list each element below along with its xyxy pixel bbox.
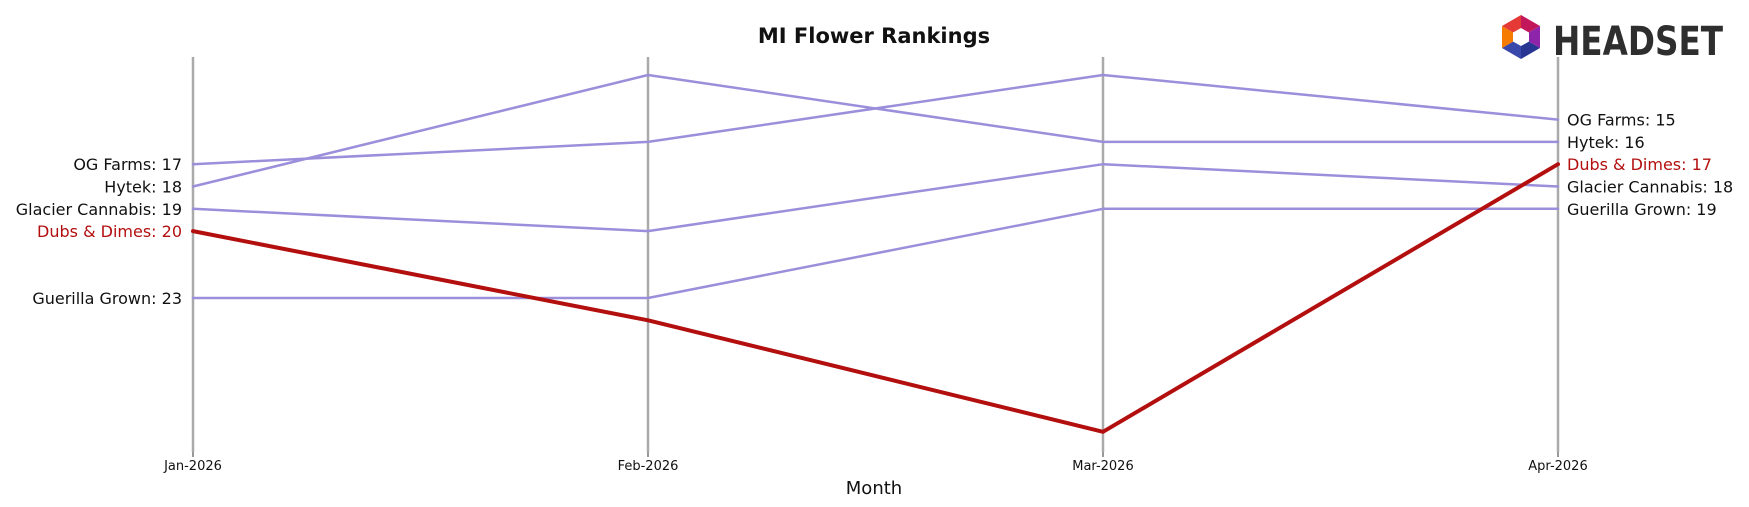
right-label-0: OG Farms: 15 <box>1567 111 1676 130</box>
x-tick-label-1: Feb-2026 <box>618 459 679 474</box>
series-lines <box>191 73 1560 434</box>
series-line-glacier-cannabis <box>191 162 1560 233</box>
right-label-2: Dubs & Dimes: 17 <box>1567 155 1712 174</box>
month-gridlines <box>191 57 1560 452</box>
end-labels: OG Farms: 17 Hytek: 18 Glacier Cannabis: 1… <box>16 111 1733 308</box>
left-label-2: Glacier Cannabis: 19 <box>16 200 182 219</box>
left-label-1: Hytek: 18 <box>104 178 182 197</box>
series-line-guerilla-grown <box>191 207 1560 300</box>
x-tick-label-0: Jan-2026 <box>163 459 222 474</box>
x-axis-label: Month <box>846 478 902 499</box>
x-tick-label-2: Mar-2026 <box>1072 459 1133 474</box>
x-axis-ticks: Jan-2026 Feb-2026 Mar-2026 Apr-2026 <box>163 452 1588 474</box>
headset-logo-text: HEADSET <box>1553 19 1724 65</box>
x-tick-label-3: Apr-2026 <box>1528 459 1587 474</box>
series-line-dubs-dimes <box>191 162 1560 434</box>
right-label-1: Hytek: 16 <box>1567 133 1645 152</box>
headset-logo: HEADSET <box>1502 15 1724 65</box>
right-label-3: Glacier Cannabis: 18 <box>1567 178 1733 197</box>
left-label-0: OG Farms: 17 <box>73 155 182 174</box>
series-line-hytek <box>191 73 1560 188</box>
left-label-3: Dubs & Dimes: 20 <box>37 222 182 241</box>
right-label-4: Guerilla Grown: 19 <box>1567 200 1717 219</box>
headset-logo-icon <box>1502 15 1540 59</box>
chart-title: MI Flower Rankings <box>758 24 990 48</box>
series-line-og-farms <box>191 73 1560 166</box>
left-label-4: Guerilla Grown: 23 <box>32 289 182 308</box>
